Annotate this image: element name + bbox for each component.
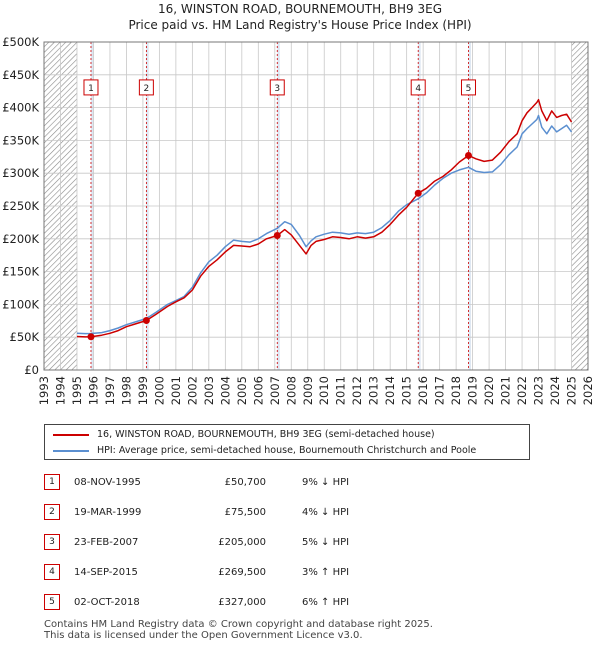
x-tick-label: 2002 bbox=[185, 376, 199, 405]
sale-number-badge: 4 bbox=[44, 564, 60, 580]
x-tick-label: 2013 bbox=[367, 376, 381, 405]
x-tick-label: 2026 bbox=[581, 376, 595, 405]
y-tick-label: £350K bbox=[2, 133, 39, 147]
sale-label-5: 5 bbox=[466, 84, 472, 94]
plot-frame bbox=[43, 41, 589, 371]
sale-number-badge: 5 bbox=[44, 594, 60, 610]
x-tick-label: 2024 bbox=[548, 376, 562, 405]
sale-label-1: 1 bbox=[88, 84, 94, 94]
x-tick-label: 1996 bbox=[86, 376, 100, 405]
y-tick-label: £300K bbox=[2, 166, 39, 180]
x-tick-label: 2025 bbox=[565, 376, 579, 405]
legend-label-hpi: HPI: Average price, semi-detached house,… bbox=[97, 445, 477, 456]
x-tick-label: 2019 bbox=[466, 376, 480, 405]
sale-label-box-2 bbox=[138, 79, 154, 96]
sale-hpi-comparison: 3% ↑ HPI bbox=[302, 567, 350, 578]
x-tick-label: 2010 bbox=[317, 376, 331, 405]
sale-label-box-1 bbox=[83, 79, 99, 96]
x-tick-label: 2004 bbox=[218, 376, 232, 405]
y-tick-label: £100K bbox=[2, 297, 39, 311]
sale-hpi-comparison: 5% ↓ HPI bbox=[302, 537, 350, 548]
legend-swatch-property bbox=[53, 434, 89, 436]
x-tick-label: 2022 bbox=[515, 376, 529, 405]
sale-date: 19-MAR-1999 bbox=[74, 507, 142, 518]
sale-hpi-comparison: 6% ↑ HPI bbox=[302, 597, 350, 608]
sale-point-3 bbox=[273, 232, 281, 240]
sale-label-3: 3 bbox=[274, 84, 280, 94]
legend-swatch-hpi bbox=[53, 450, 89, 452]
x-tick-label: 2017 bbox=[433, 376, 447, 405]
sale-point-5 bbox=[464, 151, 472, 159]
y-tick-label: £150K bbox=[2, 265, 39, 279]
x-tick-label: 2003 bbox=[202, 376, 216, 405]
legend-label-property: 16, WINSTON ROAD, BOURNEMOUTH, BH9 3EG (… bbox=[97, 429, 435, 440]
x-tick-label: 2008 bbox=[284, 376, 298, 405]
series-line-hpi bbox=[76, 114, 573, 335]
x-tick-label: 2000 bbox=[152, 376, 166, 405]
x-tick-label: 2012 bbox=[350, 376, 364, 405]
x-tick-label: 1995 bbox=[70, 376, 84, 405]
sale-point-4 bbox=[414, 189, 422, 197]
sale-hpi-comparison: 4% ↓ HPI bbox=[302, 507, 350, 518]
sale-price: £50,700 bbox=[224, 477, 266, 488]
x-tick-label: 2009 bbox=[301, 376, 315, 405]
sale-number-badge: 2 bbox=[44, 504, 60, 520]
y-tick-label: £200K bbox=[2, 232, 39, 246]
x-tick-label: 2020 bbox=[482, 376, 496, 405]
sale-point-2 bbox=[142, 316, 150, 324]
y-tick-label: £500K bbox=[2, 35, 39, 49]
x-tick-label: 2016 bbox=[416, 376, 430, 405]
x-tick-label: 2007 bbox=[268, 376, 282, 405]
sale-price: £269,500 bbox=[218, 567, 266, 578]
price-chart: 1 2 3 4 5 £0 £50K £100K £150K £200K £250K £300K £35… bbox=[2, 35, 595, 405]
y-tick-label: £250K bbox=[2, 199, 39, 213]
x-tick-label: 2006 bbox=[251, 376, 265, 405]
sale-date: 02-OCT-2018 bbox=[74, 597, 140, 608]
x-tick-label: 2005 bbox=[235, 376, 249, 405]
x-tick-label: 2015 bbox=[400, 376, 414, 405]
x-tick-label: 1998 bbox=[119, 376, 133, 405]
sale-number-badge: 3 bbox=[44, 534, 60, 550]
sale-price: £205,000 bbox=[218, 537, 266, 548]
x-tick-label: 1997 bbox=[103, 376, 117, 405]
x-tick-label: 2023 bbox=[532, 376, 546, 405]
y-tick-label: £400K bbox=[2, 101, 39, 115]
x-tick-label: 1993 bbox=[37, 376, 51, 405]
sale-price: £327,000 bbox=[218, 597, 266, 608]
sale-number-badge: 1 bbox=[44, 474, 60, 490]
x-tick-label: 2011 bbox=[334, 376, 348, 405]
sale-label-4: 4 bbox=[415, 84, 421, 94]
sale-label-2: 2 bbox=[144, 84, 150, 94]
y-tick-label: £50K bbox=[10, 330, 40, 344]
chart-subtitle: Price paid vs. HM Land Registry's House … bbox=[128, 18, 472, 32]
sale-date: 23-FEB-2007 bbox=[74, 537, 139, 548]
y-tick-label: £450K bbox=[2, 68, 39, 82]
x-tick-label: 2014 bbox=[383, 376, 397, 405]
sale-label-box-3 bbox=[269, 79, 285, 96]
legend: 16, WINSTON ROAD, BOURNEMOUTH, BH9 3EG (… bbox=[44, 424, 530, 460]
x-tick-label: 2001 bbox=[169, 376, 183, 405]
sale-price: £75,500 bbox=[224, 507, 266, 518]
sale-date: 08-NOV-1995 bbox=[74, 477, 141, 488]
chart-title: 16, WINSTON ROAD, BOURNEMOUTH, BH9 3EG bbox=[157, 2, 443, 16]
y-tick-label: £0 bbox=[24, 363, 39, 377]
footer-copyright: Contains HM Land Registry data © Crown c… bbox=[44, 619, 433, 630]
sale-label-box-5 bbox=[460, 79, 476, 96]
series-line-property bbox=[76, 98, 573, 338]
sale-date: 14-SEP-2015 bbox=[74, 567, 138, 578]
x-tick-label: 2021 bbox=[499, 376, 513, 405]
x-tick-label: 1994 bbox=[53, 376, 67, 405]
sale-label-box-4 bbox=[410, 79, 426, 96]
sale-hpi-comparison: 9% ↓ HPI bbox=[302, 477, 350, 488]
sale-point-1 bbox=[87, 333, 95, 341]
x-tick-label: 2018 bbox=[449, 376, 463, 405]
x-tick-label: 1999 bbox=[136, 376, 150, 405]
footer-licence: This data is licensed under the Open Gov… bbox=[44, 630, 363, 641]
